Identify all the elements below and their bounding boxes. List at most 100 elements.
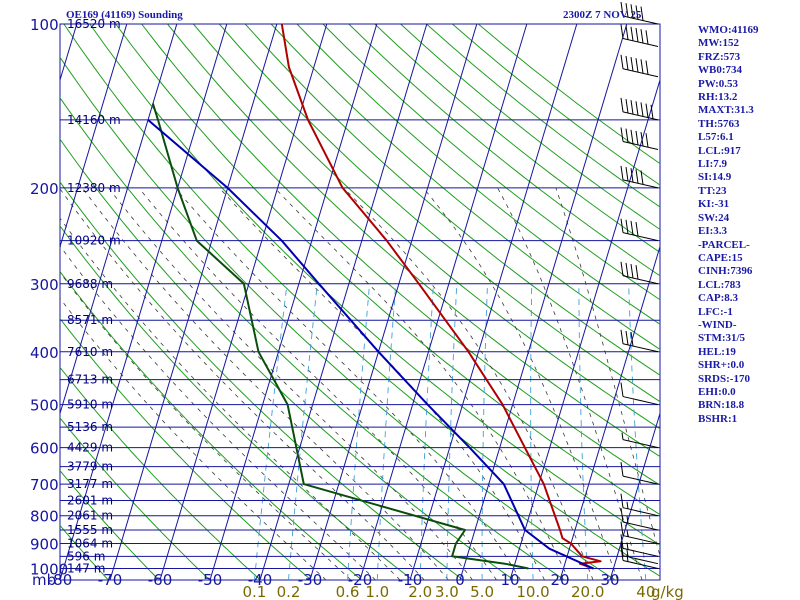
moist-adiabat bbox=[497, 187, 643, 580]
isotherm bbox=[109, 24, 278, 580]
wind-barb-flag bbox=[620, 521, 624, 536]
wind-barb-flag bbox=[635, 27, 639, 43]
dry-adiabat bbox=[60, 181, 464, 580]
pressure-tick-label: 300 bbox=[30, 276, 59, 294]
isotherm bbox=[409, 24, 578, 580]
dry-adiabat bbox=[167, 24, 660, 458]
wind-barb-flag bbox=[630, 220, 634, 236]
wind-barb-flag bbox=[620, 382, 624, 397]
mixing-ratio-line bbox=[578, 283, 589, 580]
mixing-ratio-label: 40 bbox=[636, 583, 655, 600]
isotherm bbox=[459, 24, 628, 580]
dry-adiabat bbox=[60, 524, 109, 580]
height-label: 147 m bbox=[67, 561, 105, 575]
index-line: PW:0.53 bbox=[698, 77, 739, 90]
mixing-ratio-line bbox=[530, 283, 534, 580]
mixing-ratio-line bbox=[347, 283, 371, 580]
moist-adiabat bbox=[555, 187, 660, 558]
pressure-tick-label: 100 bbox=[30, 16, 59, 34]
dry-adiabat bbox=[244, 24, 660, 376]
wind-barb bbox=[620, 521, 659, 545]
index-line: HEL:19 bbox=[698, 345, 736, 358]
wind-barb bbox=[620, 534, 659, 557]
wind-barb-flag bbox=[645, 103, 649, 118]
temperature-tick-label: -60 bbox=[148, 571, 173, 589]
pressure-unit-label: mb bbox=[32, 571, 56, 589]
pressure-tick-label: 900 bbox=[30, 536, 59, 554]
wind-barb-flag bbox=[640, 102, 644, 117]
wind-barb-flag bbox=[620, 493, 624, 508]
wind-barb bbox=[620, 165, 659, 189]
wind-barb-staff bbox=[622, 507, 659, 517]
moist-adiabat bbox=[138, 187, 497, 580]
dry-adiabat bbox=[115, 24, 660, 516]
wind-barb-flag bbox=[625, 330, 629, 346]
mixing-ratio-label: 0.6 bbox=[336, 583, 360, 600]
moist-adiabat bbox=[60, 217, 401, 580]
station-title: OE169 (41169) Sounding bbox=[66, 9, 183, 21]
wind-barb bbox=[620, 24, 659, 48]
temperature-tick-label: 0 bbox=[455, 571, 465, 589]
wind-barb-flag bbox=[620, 546, 624, 561]
wind-barb-staff bbox=[622, 38, 659, 48]
wind-barb-staff bbox=[622, 396, 659, 406]
wind-barb-flag bbox=[620, 534, 624, 549]
wind-barb-flag bbox=[625, 219, 629, 234]
dry-adiabat bbox=[141, 24, 660, 486]
wind-barb-staff bbox=[622, 179, 659, 189]
wind-barb-half-flag bbox=[626, 554, 629, 562]
pressure-tick-label: 200 bbox=[30, 180, 59, 198]
temperature-tick-label: -30 bbox=[298, 571, 323, 589]
moist-adiabat bbox=[274, 187, 570, 580]
dry-adiabat bbox=[193, 24, 660, 430]
temperature-tick-label: 20 bbox=[550, 571, 569, 589]
pressure-tick-label: 600 bbox=[30, 440, 59, 458]
mixing-ratio-line bbox=[288, 283, 318, 580]
temperature-tick-label: 30 bbox=[600, 571, 619, 589]
wind-barb-half-flag bbox=[626, 501, 629, 509]
wind-barb-flag bbox=[620, 462, 624, 477]
wind-barb-staff bbox=[622, 15, 659, 25]
height-label: 1555 m bbox=[67, 523, 113, 537]
mixing-ratio-line bbox=[446, 283, 458, 580]
wind-barb-staff bbox=[622, 68, 659, 78]
moist-adiabat bbox=[422, 187, 618, 580]
wind-barb-half-flag bbox=[626, 529, 629, 537]
plot-frame bbox=[59, 23, 661, 581]
temperature-tick-label: -80 bbox=[48, 571, 73, 589]
dry-adiabat bbox=[348, 24, 660, 277]
height-labels: 16520 m 14160 m 12380 m 10920 m 9688 m 8571 m… bbox=[67, 17, 121, 575]
mixing-ratio-line bbox=[419, 283, 434, 580]
wind-barb-staff bbox=[622, 111, 659, 121]
temperature-tick-label: -70 bbox=[98, 571, 123, 589]
wind-barb bbox=[620, 382, 659, 406]
index-line: STM:31/5 bbox=[698, 332, 746, 345]
wind-barb-staff bbox=[622, 547, 659, 557]
index-line: LCL:783 bbox=[698, 278, 741, 291]
sounding-traces bbox=[147, 24, 602, 570]
wind-barb-staff bbox=[622, 232, 659, 242]
isotherm bbox=[159, 24, 328, 580]
wind-barb-flag bbox=[635, 58, 639, 73]
isotherm bbox=[259, 24, 428, 580]
mixing-ratio-label: 3.0 bbox=[435, 583, 459, 600]
pressure-tick-label: 800 bbox=[30, 508, 59, 526]
pressure-tick-label: 700 bbox=[30, 476, 59, 494]
wind-barb-flag bbox=[620, 507, 624, 523]
series-dewpoint bbox=[151, 103, 529, 570]
isotherm bbox=[309, 24, 478, 580]
height-label: 5910 m bbox=[67, 398, 113, 412]
index-line: CINH:7396 bbox=[698, 265, 753, 278]
mixing-ratio-line bbox=[376, 283, 397, 580]
dry-adiabat bbox=[60, 56, 616, 580]
height-label: 2061 m bbox=[67, 509, 113, 523]
mixing-ratio-unit: g/kg bbox=[651, 583, 684, 600]
index-line: KI:-31 bbox=[698, 198, 730, 211]
dry-adiabat bbox=[60, 417, 211, 580]
isotherm bbox=[60, 24, 178, 416]
wind-barb bbox=[621, 432, 659, 449]
wind-barb-flag bbox=[625, 55, 629, 70]
temperature-tick-label: -40 bbox=[248, 571, 273, 589]
wind-barb-flag bbox=[635, 169, 639, 184]
wind-barb bbox=[620, 1, 659, 25]
